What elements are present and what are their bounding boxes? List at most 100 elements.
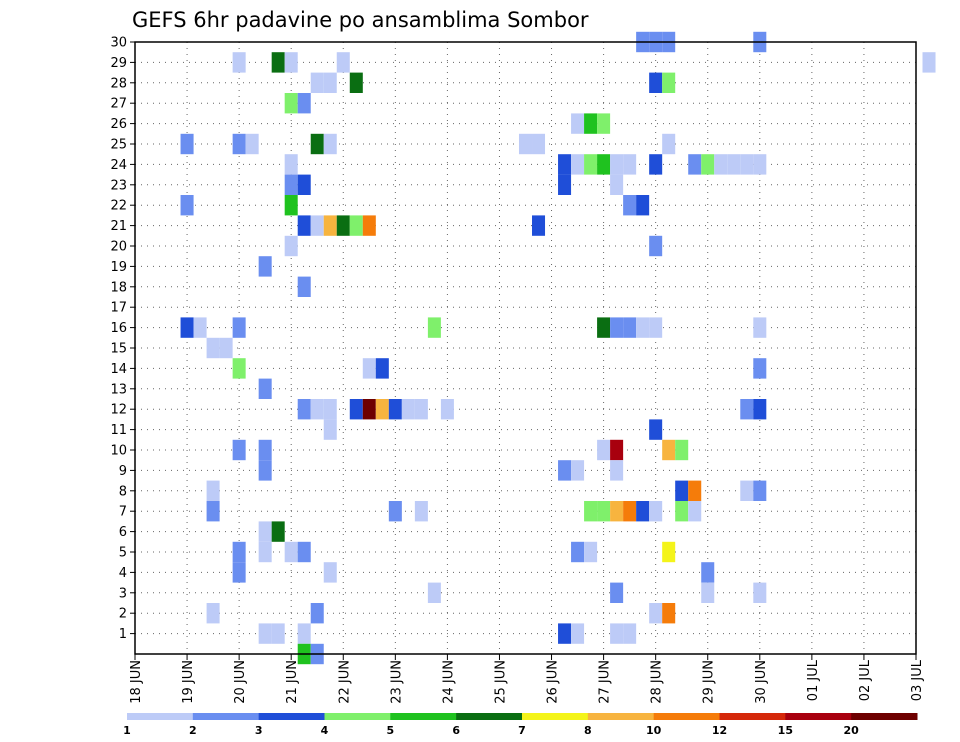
heatmap-cell xyxy=(753,358,767,379)
heatmap-cell xyxy=(349,399,363,420)
heatmap-cell xyxy=(532,133,546,155)
x-tick-label: 19 JUN xyxy=(181,660,196,704)
x-axis: 18 JUN 19 JUN 20 JUN 21 JUN 22 JUN 23 JUN 24 J… xyxy=(129,654,925,704)
colorbar-label: 3 xyxy=(255,724,263,737)
heatmap-cell xyxy=(610,154,624,175)
colorbar-swatch xyxy=(587,713,655,720)
heatmap-cell xyxy=(701,154,715,175)
colorbar-label: 20 xyxy=(844,724,860,737)
colorbar-swatch xyxy=(127,713,194,720)
x-tick-label: 01 JUL xyxy=(806,659,821,701)
heatmap-cell xyxy=(284,93,298,114)
heatmap-cell xyxy=(284,195,298,216)
heatmap-cell xyxy=(584,501,598,522)
heatmap-cell xyxy=(297,174,311,195)
heatmap-cell xyxy=(362,358,376,379)
heatmap-cell xyxy=(753,582,767,603)
heatmap-cell xyxy=(180,317,194,338)
heatmap-cell xyxy=(258,378,272,399)
heatmap-cell xyxy=(662,541,676,563)
y-tick-label: 8 xyxy=(119,484,127,499)
heatmap-cell xyxy=(232,317,246,338)
heatmap-cell xyxy=(571,541,585,563)
heatmap-cell xyxy=(284,174,298,195)
colorbar-label: 7 xyxy=(518,724,526,737)
heatmap-cell xyxy=(245,133,259,155)
heatmap-cell xyxy=(649,419,663,440)
heatmap-cell xyxy=(727,154,741,175)
y-tick-label: 24 xyxy=(110,158,127,173)
y-tick-label: 19 xyxy=(110,260,127,275)
heatmap-cell xyxy=(284,52,298,73)
y-tick-label: 26 xyxy=(110,117,127,132)
heatmap-cell xyxy=(610,623,624,644)
heatmap-cell xyxy=(597,501,611,522)
y-tick-label: 5 xyxy=(119,546,127,561)
heatmap-cell xyxy=(310,72,324,93)
heatmap-cell xyxy=(206,603,220,624)
colorbar-swatch xyxy=(785,713,852,720)
heatmap-cell xyxy=(558,154,572,175)
heatmap-cell xyxy=(610,501,624,522)
heatmap-cell xyxy=(518,133,533,155)
heatmap-cell xyxy=(232,358,246,379)
heatmap-cell xyxy=(636,195,650,216)
heatmap-cell xyxy=(271,623,285,644)
heatmap-cell xyxy=(297,215,311,236)
heatmap-cell xyxy=(232,52,246,73)
heatmap-cell xyxy=(623,154,637,175)
heatmap-cell xyxy=(284,235,298,257)
heatmap-cell xyxy=(584,541,598,563)
heatmap-cell xyxy=(597,113,611,134)
heatmap-cell xyxy=(258,256,272,277)
heatmap-cell xyxy=(232,439,246,461)
heatmap-cell xyxy=(297,623,311,644)
heatmap-cell xyxy=(675,439,689,461)
heatmap-cell xyxy=(649,72,663,93)
heatmap-cell xyxy=(688,501,702,522)
y-tick-label: 17 xyxy=(110,301,127,316)
heatmap-cell xyxy=(701,562,715,583)
y-axis: 1234567891011121314151617181920212223242… xyxy=(110,36,135,642)
y-tick-label: 4 xyxy=(119,566,127,581)
colorbar-swatch xyxy=(653,713,720,720)
heatmap-cell xyxy=(297,541,311,563)
heatmap-cell xyxy=(206,337,220,359)
heatmap-cell xyxy=(349,72,363,93)
heatmap-cell xyxy=(597,317,611,338)
y-tick-label: 27 xyxy=(110,97,127,112)
heatmap-cell xyxy=(219,337,233,359)
colorbar-swatch xyxy=(390,713,457,720)
y-tick-label: 22 xyxy=(110,199,127,214)
heatmap-cell xyxy=(753,154,767,175)
x-tick-label: 02 JUL xyxy=(858,659,873,701)
chart-title: GEFS 6hr padavine po ansamblima Sombor xyxy=(132,8,589,32)
y-tick-label: 2 xyxy=(119,607,127,622)
heatmap-cell xyxy=(440,399,454,420)
heatmap-cell xyxy=(206,501,220,522)
heatmap-cell xyxy=(688,480,702,501)
heatmap-cell xyxy=(740,480,754,501)
heatmap-cell xyxy=(571,623,585,644)
x-tick-label: 25 JUN xyxy=(493,660,508,704)
heatmap-cell xyxy=(649,317,663,338)
heatmap-cell xyxy=(610,439,624,461)
y-tick-label: 6 xyxy=(119,525,127,540)
heatmap-cell xyxy=(662,603,676,624)
y-tick-label: 20 xyxy=(110,240,127,255)
heatmap-cell xyxy=(688,154,702,175)
heatmap-cell xyxy=(636,317,650,338)
heatmap-cell xyxy=(323,72,337,93)
heatmap-cell xyxy=(427,317,441,338)
x-tick-label: 21 JUN xyxy=(285,660,300,704)
heatmap-cell xyxy=(388,399,402,420)
heatmap-cell xyxy=(258,439,272,461)
colorbar-label: 8 xyxy=(584,724,592,737)
heatmap-cell xyxy=(623,623,637,644)
heatmap-cell xyxy=(323,399,337,420)
x-tick-label: 26 JUN xyxy=(546,660,561,704)
y-tick-label: 11 xyxy=(110,423,127,438)
heatmap-cell xyxy=(193,317,207,338)
heatmap-cell xyxy=(610,460,624,481)
